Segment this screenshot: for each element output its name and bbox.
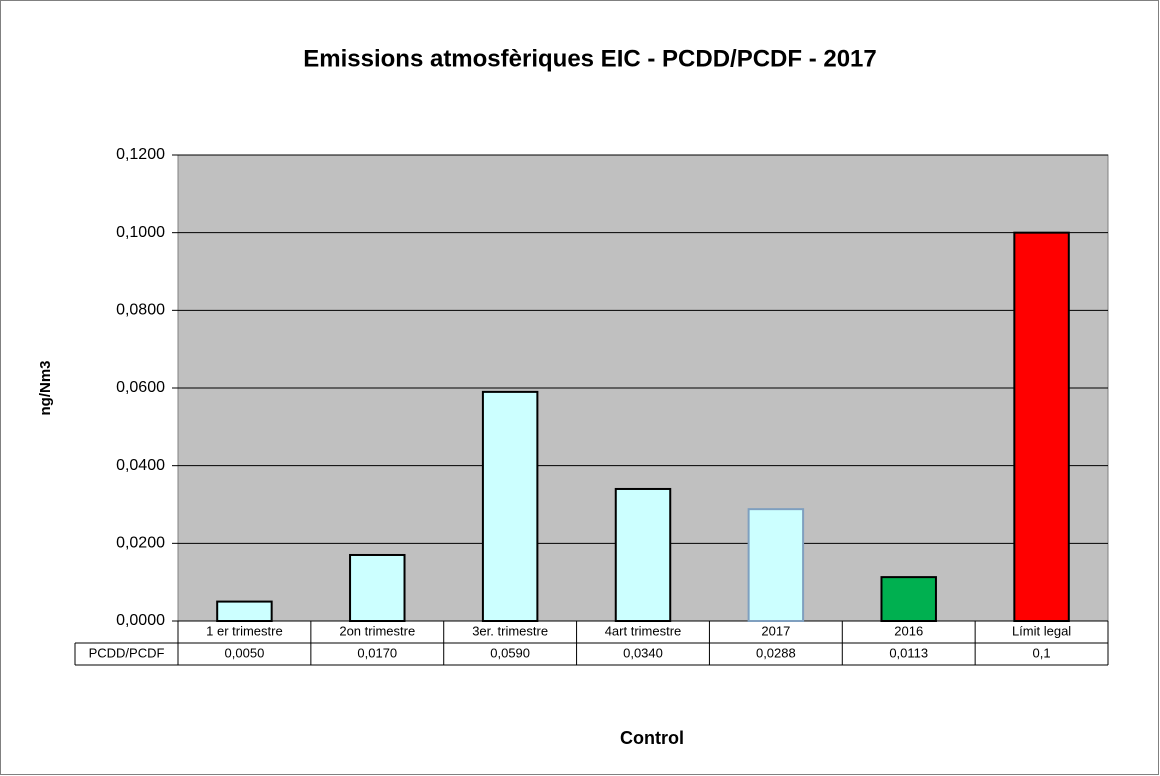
data-label: 0,0590 bbox=[490, 645, 530, 660]
x-tick-label: Límit legal bbox=[1012, 623, 1071, 638]
data-label: 0,0340 bbox=[623, 645, 663, 660]
data-label: 0,1 bbox=[1033, 645, 1051, 660]
bar bbox=[481, 390, 539, 622]
legend-label: PCDD/PCDF bbox=[89, 645, 165, 660]
bar bbox=[880, 576, 937, 623]
data-label: 0,0170 bbox=[357, 645, 397, 660]
y-tick-label: 0,0200 bbox=[116, 535, 165, 552]
y-tick-label: 0,0800 bbox=[116, 302, 165, 319]
data-label: 0,0288 bbox=[756, 645, 796, 660]
bar bbox=[1013, 231, 1070, 623]
x-axis-label: Control bbox=[620, 728, 684, 748]
y-tick-label: 0,0000 bbox=[116, 612, 165, 629]
y-tick-label: 0,1200 bbox=[116, 146, 165, 163]
x-tick-label: 3er. trimestre bbox=[472, 623, 548, 638]
bar bbox=[349, 553, 406, 623]
chart-title: Emissions atmosfèriques EIC - PCDD/PCDF … bbox=[303, 45, 877, 72]
x-tick-label: 2016 bbox=[894, 623, 923, 638]
bar bbox=[747, 508, 805, 622]
y-tick-label: 0,0400 bbox=[116, 457, 165, 474]
data-label: 0,0113 bbox=[889, 645, 928, 660]
x-tick-label: 2on trimestre bbox=[339, 623, 415, 638]
bar bbox=[614, 487, 672, 623]
bar bbox=[216, 600, 273, 622]
x-tick-label: 1 er trimestre bbox=[206, 623, 283, 638]
y-tick-label: 0,0600 bbox=[116, 379, 165, 396]
data-label: 0,0050 bbox=[225, 645, 265, 660]
y-tick-label: 0,1000 bbox=[116, 224, 165, 241]
x-tick-label: 4art trimestre bbox=[605, 623, 682, 638]
x-tick-label: 2017 bbox=[761, 623, 790, 638]
y-axis-label: ng/Nm3 bbox=[37, 360, 54, 415]
